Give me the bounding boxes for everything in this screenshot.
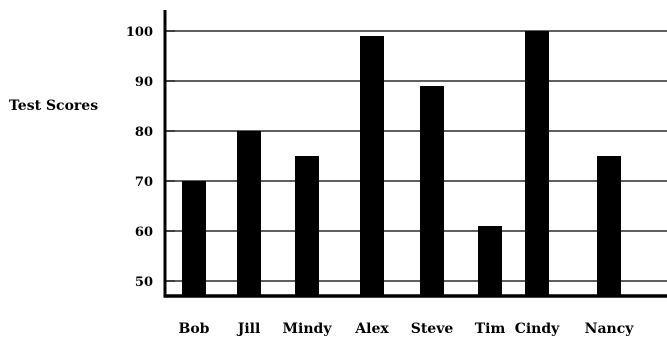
y-tick-label-50: 50 [135,275,153,290]
y-tick-label-90: 90 [135,75,153,90]
y-tick-label-70: 70 [135,175,153,190]
bar-nancy [597,156,621,296]
category-label-nancy: Nancy [585,321,635,337]
category-label-mindy: Mindy [283,321,333,337]
bar-mindy [295,156,319,296]
bar-jill [237,131,261,296]
y-tick-label-80: 80 [135,125,153,140]
category-label-bob: Bob [179,321,210,337]
y-tick-label-60: 60 [135,225,153,240]
bar-tim [478,226,502,296]
bars [182,31,621,296]
bar-steve [420,86,444,296]
y-axis-label: Test Scores [9,98,98,114]
bar-bob [182,181,206,296]
y-tick-label-100: 100 [126,25,153,40]
category-labels: Bob Jill Mindy Alex Steve Tim Cindy Nancy [179,321,635,337]
category-label-steve: Steve [411,321,454,337]
category-label-jill: Jill [236,321,261,337]
bar-alex [360,36,384,296]
category-label-tim: Tim [475,321,506,337]
category-label-cindy: Cindy [515,321,560,337]
category-label-alex: Alex [354,321,389,337]
y-tick-labels: 50 60 70 80 90 100 [126,25,153,290]
bar-cindy [525,31,549,296]
